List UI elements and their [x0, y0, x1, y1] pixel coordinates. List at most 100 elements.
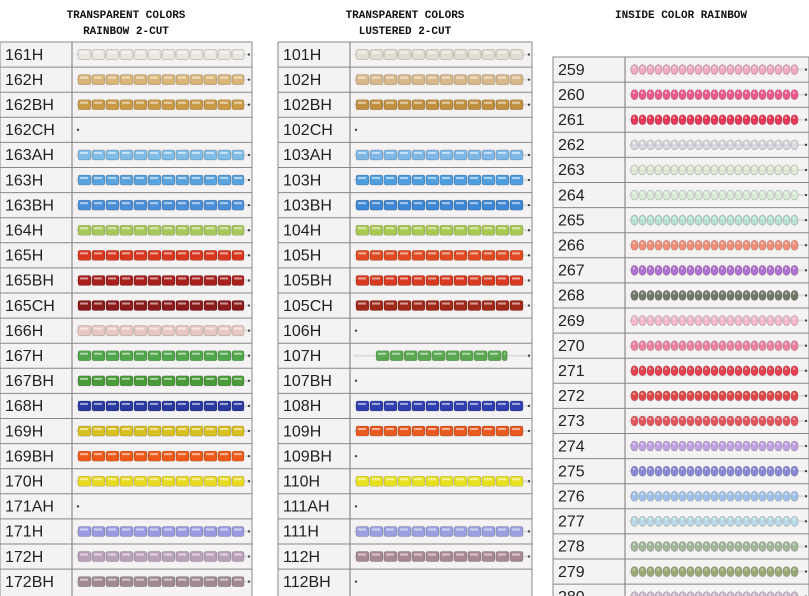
bead — [147, 224, 162, 236]
bead-shine — [633, 166, 635, 169]
bead-shine — [769, 518, 771, 521]
bead-shine — [234, 302, 242, 305]
bead-shine — [400, 51, 408, 54]
bead-shine — [178, 528, 186, 531]
bead-shine — [745, 141, 747, 144]
bead-shine — [206, 227, 214, 230]
bead — [105, 149, 120, 161]
bead-shine — [689, 518, 691, 521]
bead — [654, 239, 663, 251]
bead-shine — [649, 267, 651, 270]
bead — [694, 290, 703, 301]
bead — [161, 526, 176, 537]
bead — [742, 114, 751, 126]
bead-shine — [793, 468, 795, 471]
color-code: 169H — [5, 423, 43, 440]
bead-shine — [428, 177, 436, 180]
bead — [133, 375, 148, 387]
bead — [439, 199, 454, 211]
pin-dot — [527, 304, 531, 307]
bead — [686, 465, 695, 477]
bead — [147, 350, 162, 362]
bead-shine — [673, 493, 675, 496]
pin-dot — [247, 379, 251, 383]
bead-shine — [729, 468, 731, 471]
bead-shine — [633, 116, 635, 119]
bead-shine — [633, 493, 635, 496]
bead-shine — [713, 66, 715, 69]
bead-shine — [721, 192, 723, 195]
bead-shine — [657, 317, 659, 320]
bead-shine — [164, 377, 172, 380]
color-code: 276 — [558, 488, 585, 505]
bead-shine — [785, 166, 787, 169]
bead-shine — [649, 242, 651, 245]
bead — [782, 239, 791, 251]
bead — [217, 300, 232, 311]
color-code: 162BH — [5, 97, 54, 114]
bead — [782, 340, 791, 351]
bead-shine — [456, 553, 464, 556]
bead-shine — [178, 227, 186, 230]
bead — [189, 526, 204, 537]
bead-shine — [136, 202, 144, 205]
bead — [646, 189, 655, 201]
bead — [654, 365, 663, 377]
bead-shine — [206, 151, 214, 154]
bead-shine — [745, 242, 747, 245]
bead — [231, 199, 245, 211]
bead-shine — [192, 428, 200, 431]
bead — [161, 250, 176, 261]
bead — [481, 300, 496, 311]
color-code: 110H — [283, 473, 320, 490]
bead — [481, 551, 496, 562]
color-code: 103BH — [283, 197, 332, 214]
bead-shine — [785, 91, 787, 94]
bead — [425, 199, 440, 211]
bead — [453, 400, 468, 412]
bead-shine — [108, 302, 116, 305]
bead — [742, 440, 751, 452]
bead-shine — [178, 453, 186, 456]
bead-shine — [777, 141, 779, 144]
bead-shine — [178, 101, 186, 104]
bead-shine — [470, 428, 478, 431]
bead-shine — [769, 317, 771, 320]
bead — [694, 139, 703, 151]
bead — [161, 350, 176, 362]
color-code: 165BH — [5, 273, 54, 290]
bead-shine — [633, 518, 635, 521]
pin-dot — [247, 254, 251, 257]
bead — [758, 365, 767, 377]
bead-shine — [665, 317, 667, 320]
bead — [175, 350, 190, 362]
bead-shine — [793, 91, 795, 94]
bead — [383, 551, 398, 562]
bead-shine — [657, 443, 659, 446]
bead-shine — [150, 453, 158, 456]
bead — [710, 290, 719, 301]
bead — [718, 164, 727, 176]
bead — [662, 290, 671, 301]
bead — [686, 164, 695, 176]
bead — [509, 149, 524, 161]
bead-shine — [705, 493, 707, 496]
bead-shine — [80, 76, 88, 79]
bead — [203, 475, 218, 487]
bead-shine — [80, 202, 88, 205]
bead — [670, 164, 679, 176]
bead — [91, 250, 106, 261]
bead — [670, 541, 679, 552]
bead-shine — [428, 51, 436, 54]
bead — [77, 224, 92, 236]
bead — [383, 199, 398, 211]
bead-shine — [456, 101, 464, 104]
bead — [133, 174, 148, 186]
bead-shine — [753, 141, 755, 144]
bead — [383, 149, 398, 161]
bead — [686, 365, 695, 377]
bead-shine — [80, 478, 88, 481]
bead — [678, 139, 687, 151]
pin-dot — [527, 555, 531, 558]
